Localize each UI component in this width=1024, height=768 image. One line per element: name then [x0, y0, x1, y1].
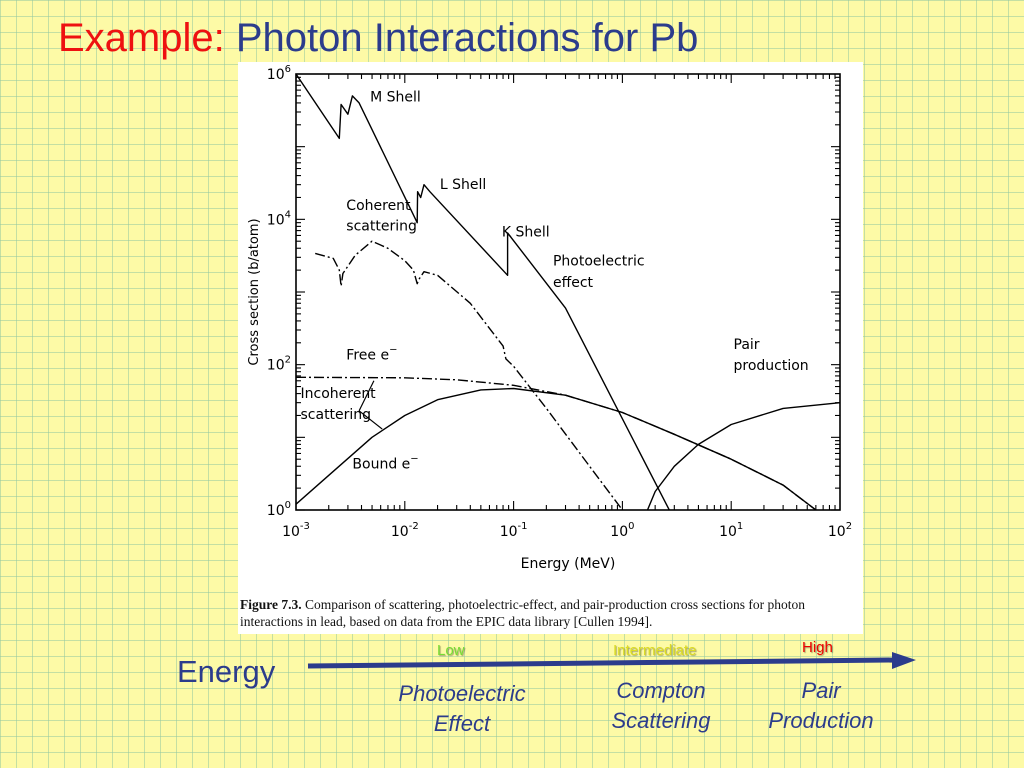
plot-frame	[295, 73, 841, 511]
cross-section-chart: 10-3 10-2 10-1 100 101 102 100 102 104 106 Energy …	[247, 64, 852, 572]
y-tick-label: 106	[267, 64, 291, 83]
annotation-label: Bound e−	[352, 454, 418, 473]
x-tick-label: 102	[828, 521, 852, 540]
annotation-label: scattering	[346, 219, 417, 235]
title-prefix: Example:	[58, 16, 225, 60]
process-compton: Compton Scattering	[586, 676, 736, 736]
x-tick-label: 10-3	[282, 521, 310, 540]
pointer-arrow-bound-e	[358, 410, 383, 430]
x-tick-label: 10-2	[391, 521, 419, 540]
y-tick-label: 100	[267, 500, 291, 519]
pointer-arrow-free-e	[358, 380, 375, 412]
annotation-label: scattering	[301, 407, 372, 423]
process-pair-production: Pair Production	[748, 676, 894, 736]
energy-arrow	[307, 652, 916, 669]
series-bound-e	[296, 387, 817, 510]
x-tick-label: 101	[719, 521, 743, 540]
x-axis-label: Energy (MeV)	[521, 556, 616, 572]
title-main: Photon Interactions for Pb	[235, 16, 699, 60]
caption-text: Comparison of scattering, photoelectric-…	[240, 597, 805, 629]
y-axis-label: Cross section (b/atom)	[247, 218, 262, 365]
annotation-label: Incoherent	[301, 386, 377, 402]
figure-caption: Figure 7.3. Comparison of scattering, ph…	[240, 596, 861, 630]
process-photoelectric-line2: Effect	[433, 711, 491, 736]
annotation-label: Pair	[734, 337, 760, 353]
energy-label: Energy	[177, 654, 276, 689]
figure-panel: 10-3 10-2 10-1 100 101 102 100 102 104 106 Energy …	[238, 62, 863, 634]
process-pair-line2: Production	[768, 708, 874, 733]
annotation-label: effect	[553, 275, 594, 291]
process-compton-line1: Compton	[616, 678, 706, 703]
caption-label: Figure 7.3.	[240, 597, 302, 612]
y-tick-label: 102	[267, 355, 291, 374]
x-tick-label: 10-1	[500, 521, 528, 540]
process-photoelectric-line1: Photoelectric	[398, 681, 526, 706]
annotation-label: M Shell	[370, 89, 421, 105]
series-photoelectric-effect	[296, 74, 670, 510]
energy-level-low: Low	[437, 642, 465, 659]
slide-title: Example: Photon Interactions for Pb	[58, 12, 698, 64]
energy-level-intermediate: Intermediate	[613, 642, 697, 659]
annotation-label: L Shell	[440, 177, 486, 193]
process-photoelectric: Photoelectric Effect	[382, 679, 542, 739]
series-coherent-scattering	[315, 240, 623, 510]
series-pair-production	[646, 402, 840, 510]
process-compton-line2: Scattering	[611, 708, 711, 733]
x-tick-label: 100	[610, 521, 634, 540]
annotation-label: production	[734, 358, 809, 374]
annotation-label: Photoelectric	[553, 254, 645, 270]
annotation-label: Free e−	[346, 344, 397, 363]
y-tick-label: 104	[267, 209, 291, 228]
annotation-label: K Shell	[502, 225, 550, 241]
energy-level-high: High	[802, 639, 833, 656]
annotation-label: Coherent	[346, 198, 411, 214]
process-pair-line1: Pair	[801, 678, 841, 703]
